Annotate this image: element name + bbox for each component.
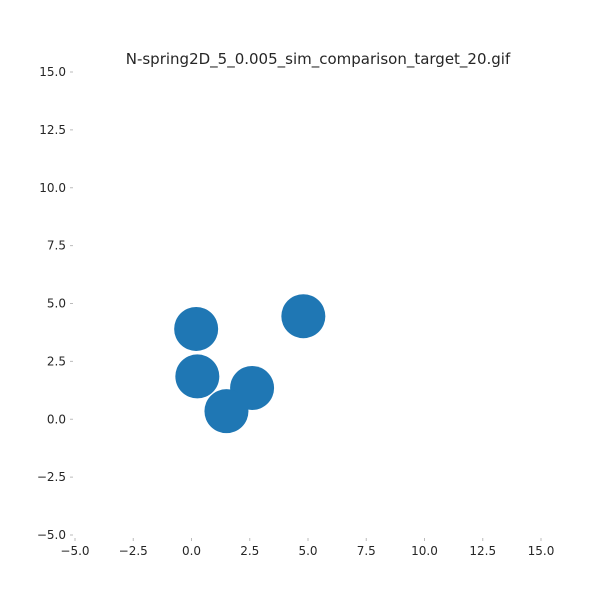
y-tick-label: 7.5 [47, 239, 66, 253]
chart-title: N-spring2D_5_0.005_sim_comparison_target… [126, 50, 511, 69]
y-tick-label: 12.5 [39, 123, 66, 137]
data-point [174, 306, 219, 351]
x-tick-label: 12.5 [469, 544, 496, 558]
x-tick-label: 5.0 [298, 544, 317, 558]
x-tick-label: 10.0 [411, 544, 438, 558]
x-tick-label: 0.0 [182, 544, 201, 558]
y-tick-label: 15.0 [39, 65, 66, 79]
x-tick-label: 15.0 [528, 544, 555, 558]
x-tick-label: 2.5 [240, 544, 259, 558]
x-tick-label: 7.5 [357, 544, 376, 558]
y-tick-label: −2.5 [37, 470, 66, 484]
x-axis: −5.0 −2.5 0.0 2.5 5.0 7.5 10.0 12.5 15.0 [60, 538, 554, 558]
data-points [174, 294, 326, 434]
y-axis: −5.0 −2.5 0.0 2.5 5.0 7.5 10.0 12.5 15.0 [37, 65, 73, 542]
y-tick-label: 2.5 [47, 354, 66, 368]
data-point [281, 294, 326, 339]
y-tick-label: 5.0 [47, 297, 66, 311]
y-tick-label: 10.0 [39, 181, 66, 195]
x-tick-label: −5.0 [60, 544, 89, 558]
data-point [175, 354, 220, 399]
y-tick-label: 0.0 [47, 412, 66, 426]
y-tick-label: −5.0 [37, 528, 66, 542]
data-point [204, 389, 249, 434]
x-tick-label: −2.5 [119, 544, 148, 558]
